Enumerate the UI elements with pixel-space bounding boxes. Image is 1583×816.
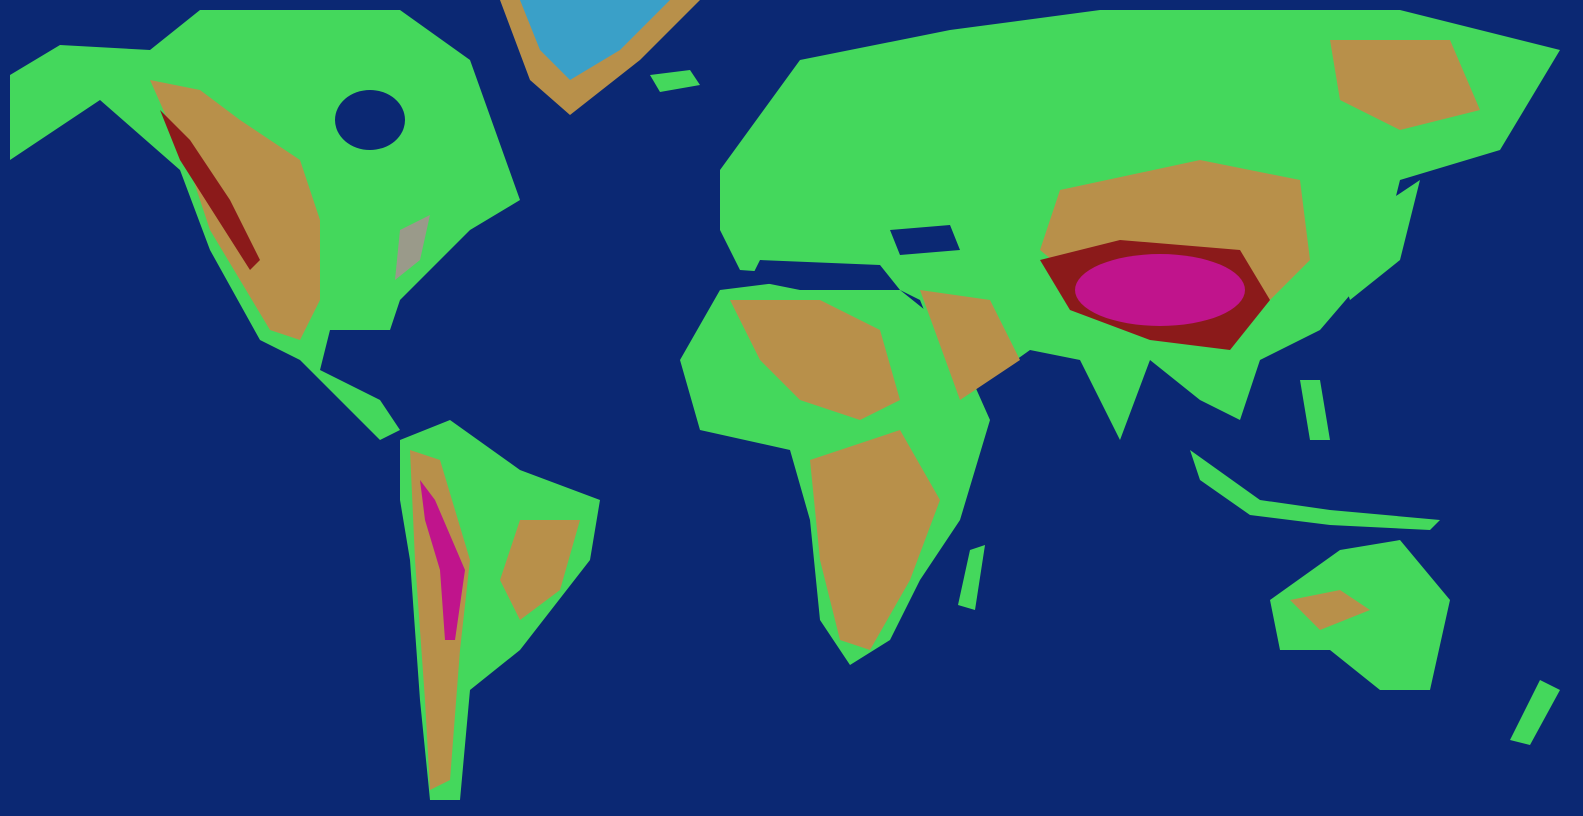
andes-foothills xyxy=(410,450,470,790)
southern-africa xyxy=(810,430,940,650)
sahara xyxy=(730,300,900,420)
tibetan-plateau xyxy=(1075,254,1245,326)
japan xyxy=(1345,180,1420,300)
madagascar xyxy=(958,545,985,610)
mediterranean xyxy=(750,260,900,290)
iceland xyxy=(650,70,700,92)
australian-interior xyxy=(1290,590,1370,630)
australia xyxy=(1270,540,1450,690)
siberian-highlands xyxy=(1330,40,1480,130)
new-zealand xyxy=(1510,680,1560,745)
andes xyxy=(420,480,465,640)
hudson-bay xyxy=(335,90,405,150)
indonesia xyxy=(1190,450,1440,530)
philippines xyxy=(1300,380,1330,440)
black-sea xyxy=(890,225,960,255)
arabia xyxy=(920,290,1020,400)
western-ranges xyxy=(160,110,260,270)
appalachians xyxy=(395,215,430,280)
brazilian-highlands xyxy=(500,520,580,620)
greenland-ice xyxy=(520,0,670,80)
